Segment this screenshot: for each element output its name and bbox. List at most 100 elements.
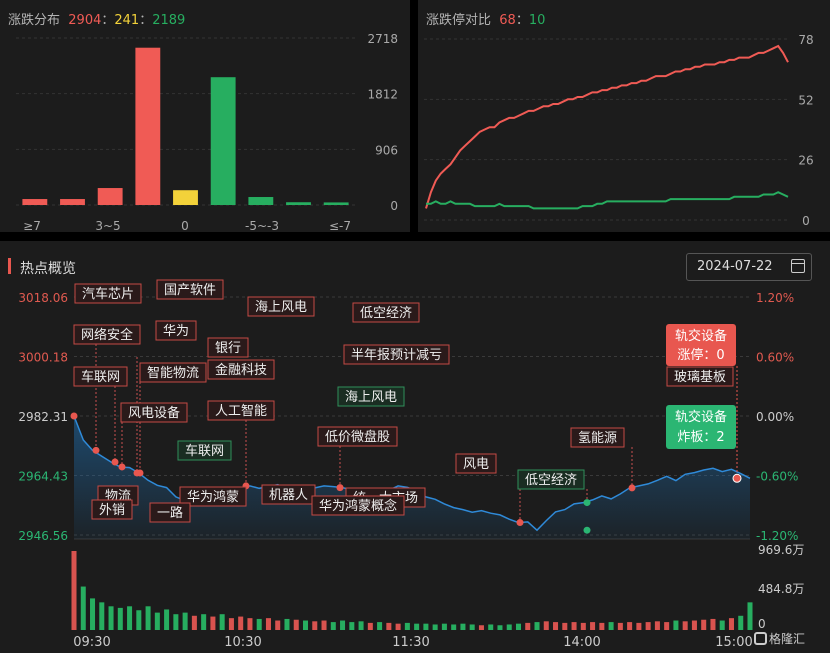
y-tick-label-left: 2946.56 [18, 529, 68, 543]
y-tick-label: 0 [390, 199, 398, 213]
hot-tag-label: 海上风电 [255, 300, 307, 315]
tag-marker [111, 458, 119, 466]
x-tick-label: 11:30 [392, 635, 429, 650]
y-tick-label-left: 2982.31 [18, 410, 68, 424]
hot-tag-box [261, 484, 316, 505]
end-marker [732, 473, 742, 483]
y-tick-label: 1812 [367, 88, 398, 102]
index-area [74, 416, 750, 539]
hot-tag-label: 一路 [157, 505, 183, 521]
volume-bar [99, 602, 105, 630]
limit-ratio-panel: 涨跌停对比 68：10 78 52 26 0 [418, 0, 830, 232]
volume-bar [404, 622, 410, 630]
y-tick-label-right: -0.60% [756, 470, 798, 484]
bar [60, 199, 85, 205]
bar [173, 190, 198, 205]
volume-bar [349, 622, 355, 630]
limit-down-count: 10 [528, 13, 546, 28]
callout-down-line2: 炸板：2 [677, 430, 724, 445]
hot-tag-box [337, 386, 405, 407]
volume-tick: 484.8万 [758, 582, 804, 596]
hot-tag-label: 半年报预计减亏 [351, 348, 442, 363]
bar [22, 199, 48, 205]
bar [323, 202, 349, 205]
hot-tag-label: 低空经济 [525, 473, 577, 488]
volume-bar [210, 616, 216, 630]
tag-marker [516, 519, 524, 527]
distribution-title-row: 涨跌分布 2904：241：2189 [8, 9, 185, 28]
hot-tag-box [352, 302, 420, 323]
volume-bar [423, 623, 429, 630]
hot-tag-label: 低空经济 [360, 306, 412, 321]
hot-tag-box [73, 324, 141, 345]
x-tick-label: 09:30 [73, 635, 110, 650]
y-tick-label: 78 [798, 33, 813, 47]
hot-tag-label: 智能物流 [147, 366, 199, 381]
volume-bar [90, 598, 96, 630]
volume-bar [506, 624, 512, 630]
callout-down-line1: 轨交设备 [675, 409, 727, 425]
hot-tag-label: 汽车芯片 [82, 286, 134, 302]
volume-bar [201, 614, 207, 630]
bar [210, 77, 236, 205]
x-tick-label: 15:00 [715, 635, 752, 650]
volume-bar [145, 606, 151, 630]
hot-tag-box [73, 366, 128, 387]
logo-icon [754, 632, 767, 645]
y-tick-label-right: 1.20% [756, 291, 794, 305]
volume-bar [728, 618, 734, 630]
distribution-title: 涨跌分布 [8, 13, 61, 28]
limit-up-count: 68 [499, 13, 516, 28]
date-picker[interactable]: 2024-07-22 [686, 253, 812, 281]
volume-bar [275, 620, 281, 630]
volume-bar [256, 618, 262, 630]
volume-bar [228, 618, 234, 630]
tag-marker [136, 469, 144, 477]
hot-tag-label: 华为鸿蒙 [187, 489, 239, 505]
callout-down-box [666, 405, 736, 449]
volume-bar [497, 625, 503, 630]
volume-bar [617, 622, 623, 630]
y-tick-label: 906 [375, 143, 398, 157]
tag-marker [583, 499, 591, 507]
hot-tag-label: 车联网 [81, 369, 120, 385]
volume-bar [525, 622, 531, 630]
distribution-panel: 涨跌分布 2904：241：2189 2718 1812 906 0 ≥7 3~5 0 -5~… [0, 0, 410, 232]
hot-tag-label: 风电 [463, 457, 489, 472]
volume-bar [238, 616, 244, 630]
limit-ratio-chart: 78 52 26 0 [424, 33, 814, 228]
calendar-icon[interactable] [791, 259, 805, 273]
tag-marker [92, 446, 100, 454]
hot-tag-box [149, 502, 191, 523]
volume-bar [330, 622, 336, 630]
low-marker [583, 526, 591, 534]
volume-bar [321, 620, 327, 630]
hot-tag-label: 风电设备 [128, 405, 180, 421]
hot-tag-label: 玻璃基板 [674, 370, 726, 385]
series-line [425, 44, 789, 209]
volume-bar [377, 622, 383, 630]
volume-bar [608, 622, 614, 630]
volume-bar [590, 622, 596, 630]
volume-bar [645, 622, 651, 630]
y-tick-label-right: 0.60% [756, 351, 794, 365]
hotspot-title: 热点概览 [20, 261, 76, 277]
volume-bar [664, 622, 670, 630]
tag-marker [118, 463, 126, 471]
volume-bar [358, 621, 364, 630]
volume-bar [108, 606, 114, 630]
date-value: 2024-07-22 [697, 259, 773, 274]
volume-bar [553, 622, 559, 630]
hotspot-chart: 3018.06 1.20% 3000.18 0.60% 2982.31 0.00% 2964… [18, 279, 804, 650]
hot-tag-box [177, 440, 232, 461]
brand-logo: 格隆汇 [754, 630, 805, 647]
volume-bar [441, 623, 447, 630]
hot-tag-box [207, 400, 275, 421]
volume-bar [395, 623, 401, 630]
callout-up-box [666, 324, 736, 366]
y-tick-label: 2718 [367, 32, 398, 46]
separator: ： [515, 13, 529, 28]
volume-bar [627, 622, 633, 630]
distribution-chart: 2718 1812 906 0 ≥7 3~5 0 -5~-3 ≤-7 [16, 32, 398, 232]
volume-bar [340, 620, 346, 630]
